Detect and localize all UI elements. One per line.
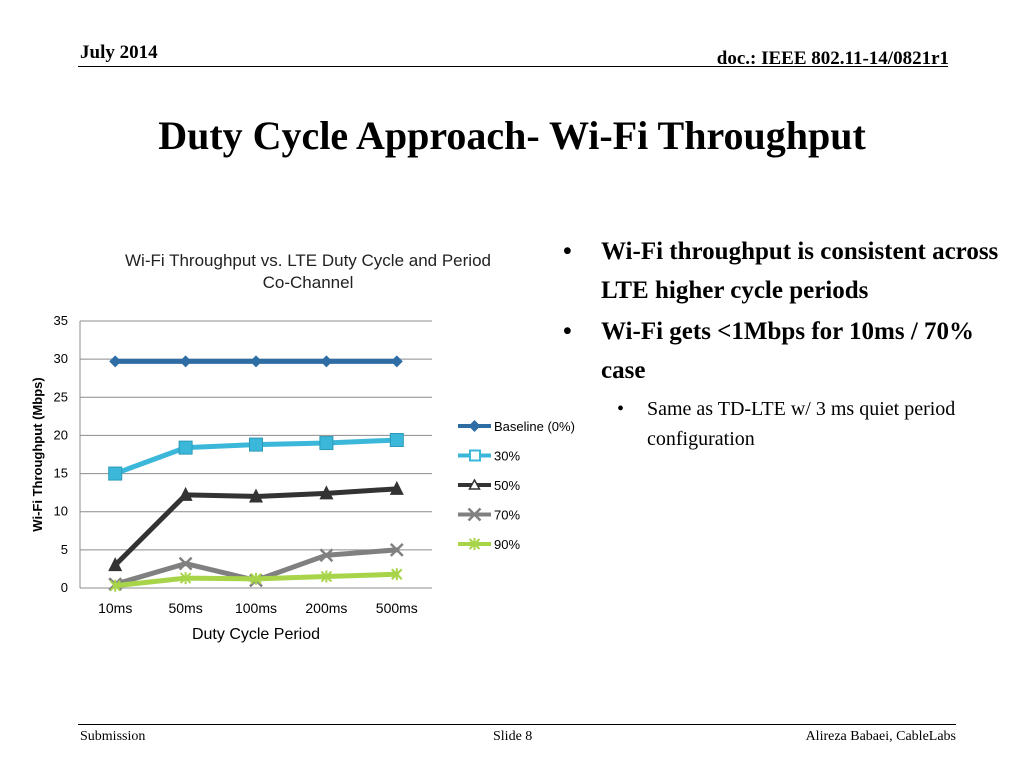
series-90 [109, 568, 403, 592]
data-point [249, 488, 263, 503]
data-point [249, 437, 263, 452]
footer-author: Alireza Babaei, CableLabs [805, 729, 956, 744]
bullet-text: Wi-Fi throughput is consistent across LT… [601, 238, 999, 304]
x-tick-label: 10ms [98, 600, 132, 616]
data-point [319, 485, 334, 500]
x-tick-label: 500ms [376, 600, 418, 616]
bullet-item: • Wi-Fi gets <1Mbps for 10ms / 70% case [563, 312, 1018, 390]
data-point [178, 440, 193, 455]
chart-subtitle: Co-Channel [262, 273, 354, 292]
y-tick-label: 0 [61, 580, 68, 595]
data-point [179, 572, 192, 585]
footer-submission: Submission [80, 729, 146, 744]
sub-bullet-item: • Same as TD-LTE w/ 3 ms quiet period co… [563, 394, 1018, 454]
bullet-list: • Wi-Fi throughput is consistent across … [563, 232, 1018, 454]
legend-label: 30% [494, 449, 520, 464]
y-tick-label: 25 [54, 389, 68, 404]
legend-label: 70% [494, 508, 520, 523]
legend-label: Baseline (0%) [494, 419, 575, 434]
data-point [391, 568, 403, 581]
data-point [109, 579, 121, 592]
data-point [468, 538, 481, 550]
y-tick-label: 35 [54, 313, 68, 328]
data-point [468, 420, 481, 432]
slide-title: Duty Cycle Approach- Wi-Fi Throughput [158, 113, 866, 158]
data-point [108, 557, 123, 572]
legend-label: 50% [494, 478, 520, 493]
y-tick-label: 30 [54, 351, 68, 366]
legend-item: Baseline (0%) [458, 419, 575, 434]
data-point [389, 480, 404, 495]
bullet-text: Wi-Fi gets <1Mbps for 10ms / 70% case [601, 318, 975, 384]
data-point [320, 355, 333, 368]
data-point [467, 507, 482, 522]
legend-marker [468, 478, 481, 490]
legend-item: 50% [458, 478, 520, 493]
series-50 [108, 480, 404, 572]
footer-slide-number: Slide 8 [493, 729, 533, 744]
data-point [178, 556, 193, 571]
y-tick-label: 10 [54, 504, 68, 519]
bullet-dot: • [563, 318, 572, 345]
data-point [250, 572, 262, 585]
x-axis-title: Duty Cycle Period [192, 626, 320, 643]
y-tick-label: 5 [61, 542, 68, 557]
header-doc-number: doc.: IEEE 802.11-14/0821r1 [716, 48, 949, 69]
data-point [389, 433, 404, 448]
legend-item: 70% [458, 508, 520, 523]
sub-bullet-text: Same as TD-LTE w/ 3 ms quiet period conf… [647, 398, 956, 450]
data-point [178, 486, 193, 501]
data-point [319, 436, 334, 451]
legend-item: 30% [458, 449, 520, 464]
data-point [179, 355, 192, 368]
series-baseline-0 [109, 355, 403, 368]
y-tick-label: 15 [54, 466, 68, 481]
bullet-item: • Wi-Fi throughput is consistent across … [563, 232, 1018, 310]
y-axis-title: Wi-Fi Throughput (Mbps) [30, 377, 45, 531]
legend-label: 90% [494, 537, 520, 552]
y-tick-label: 20 [54, 427, 68, 442]
data-point [320, 570, 333, 583]
x-tick-label: 50ms [168, 600, 202, 616]
data-point [389, 542, 404, 557]
bullet-dot: • [617, 398, 625, 420]
legend-item: 90% [458, 537, 520, 552]
header-date: July 2014 [80, 42, 158, 63]
series-30 [108, 433, 404, 481]
bullet-dot: • [563, 238, 572, 265]
header-divider [78, 66, 948, 67]
data-point [390, 355, 403, 368]
legend-marker [469, 449, 481, 462]
data-point [319, 548, 334, 563]
chart-title: Wi-Fi Throughput vs. LTE Duty Cycle and … [125, 251, 491, 270]
x-tick-label: 200ms [305, 600, 347, 616]
data-point [250, 355, 262, 368]
x-tick-label: 100ms [235, 600, 277, 616]
footer-divider [78, 724, 956, 725]
data-point [109, 355, 122, 368]
data-point [108, 466, 123, 481]
chart-title-block: Wi-Fi Throughput vs. LTE Duty Cycle and … [60, 250, 556, 294]
